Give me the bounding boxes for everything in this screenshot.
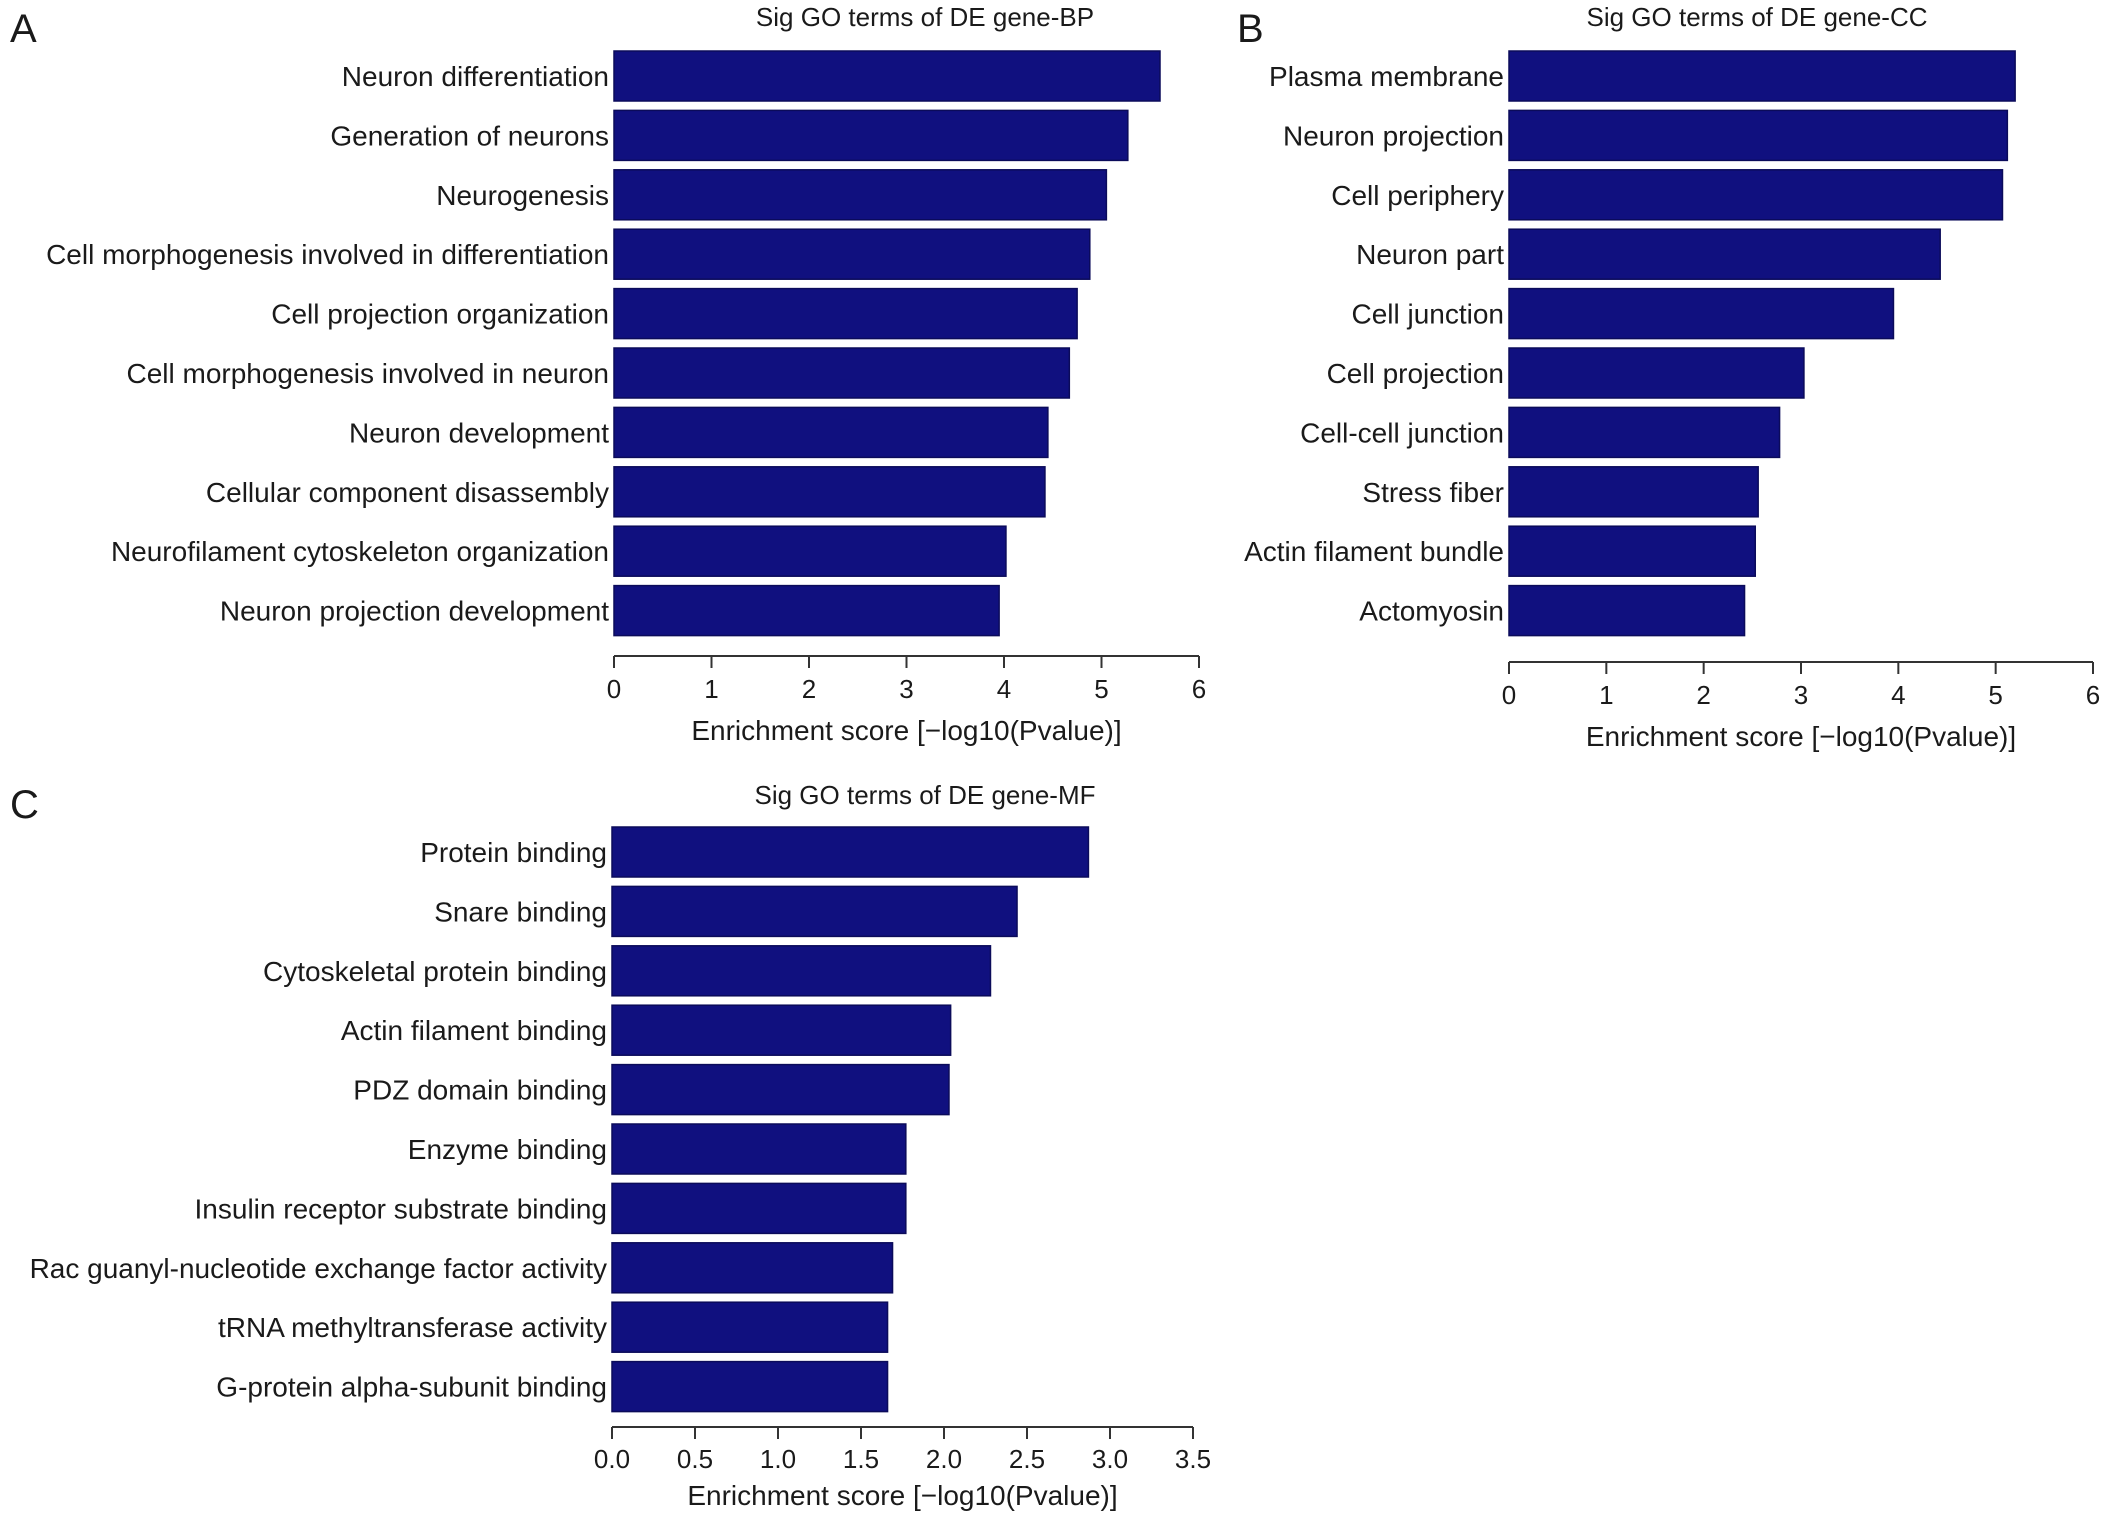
- category-label: Cell periphery: [1331, 180, 1504, 211]
- chart-title: Sig GO terms of DE gene-MF: [755, 780, 1096, 810]
- bar-9: [1508, 525, 1757, 577]
- category-label: G-protein alpha-subunit binding: [216, 1372, 607, 1403]
- category-label: Cell junction: [1351, 299, 1504, 330]
- x-tick-label: 3.5: [1175, 1444, 1211, 1474]
- category-label: Cell projection: [1327, 358, 1504, 389]
- category-label: Cytoskeletal protein binding: [263, 956, 607, 987]
- category-label: Snare binding: [434, 896, 607, 927]
- category-label: tRNA methyltransferase activity: [218, 1312, 607, 1343]
- bar-3: [613, 169, 1108, 221]
- category-label: Protein binding: [420, 837, 607, 868]
- category-label: Neuron part: [1356, 239, 1504, 270]
- category-label: Cellular component disassembly: [206, 477, 609, 508]
- x-tick-label: 3.0: [1092, 1444, 1128, 1474]
- category-label: Cell morphogenesis involved in different…: [46, 239, 609, 270]
- x-axis-title: Enrichment score [−log10(Pvalue)]: [1586, 721, 2016, 752]
- bar-10: [613, 584, 1000, 637]
- x-axis-title: Enrichment score [−log10(Pvalue)]: [687, 1480, 1117, 1511]
- bar-3: [1508, 169, 2004, 221]
- bar-10: [611, 1360, 889, 1413]
- category-label: Cell morphogenesis involved in neuron: [126, 358, 609, 389]
- bar-5: [1508, 287, 1895, 340]
- x-tick-label: 4: [1891, 680, 1905, 710]
- x-tick-label: 3: [899, 674, 913, 704]
- x-tick-label: 2.0: [926, 1444, 962, 1474]
- bar-2: [613, 109, 1129, 162]
- bar-7: [1508, 406, 1781, 459]
- x-tick-label: 2: [802, 674, 816, 704]
- x-tick-label: 1.5: [843, 1444, 879, 1474]
- x-tick-label: 0: [607, 674, 621, 704]
- category-label: Cell-cell junction: [1300, 417, 1504, 448]
- x-tick-label: 5: [1988, 680, 2002, 710]
- bar-7: [611, 1182, 907, 1235]
- category-label: Rac guanyl-nucleotide exchange factor ac…: [30, 1253, 607, 1284]
- bar-1: [1508, 50, 2016, 102]
- x-tick-label: 6: [2086, 680, 2100, 710]
- bar-2: [1508, 109, 2009, 162]
- x-tick-label: 5: [1094, 674, 1108, 704]
- category-label: Generation of neurons: [330, 120, 609, 151]
- category-label: PDZ domain binding: [353, 1075, 607, 1106]
- panel-label: C: [10, 783, 39, 827]
- bar-8: [613, 466, 1046, 518]
- category-label: Insulin receptor substrate binding: [195, 1193, 607, 1224]
- x-tick-label: 4: [997, 674, 1011, 704]
- bar-4: [611, 1004, 952, 1056]
- bar-5: [613, 287, 1078, 340]
- bar-8: [1508, 466, 1759, 518]
- x-tick-label: 1: [1599, 680, 1613, 710]
- category-label: Stress fiber: [1362, 477, 1504, 508]
- category-label: Cell projection organization: [271, 299, 609, 330]
- x-tick-label: 2: [1696, 680, 1710, 710]
- category-label: Actomyosin: [1359, 596, 1504, 627]
- bar-10: [1508, 584, 1746, 637]
- category-label: Neurofilament cytoskeleton organization: [111, 536, 609, 567]
- x-tick-label: 2.5: [1009, 1444, 1045, 1474]
- panel-label: A: [10, 7, 37, 51]
- category-label: Neuron projection: [1283, 120, 1504, 151]
- bar-4: [1508, 228, 1941, 280]
- bar-9: [613, 525, 1007, 577]
- bar-6: [613, 347, 1071, 399]
- category-label: Neuron differentiation: [342, 61, 609, 92]
- bar-4: [613, 228, 1091, 280]
- bar-8: [611, 1242, 894, 1294]
- x-tick-label: 0.5: [677, 1444, 713, 1474]
- category-label: Neuron development: [349, 417, 609, 448]
- x-axis-title: Enrichment score [−log10(Pvalue)]: [691, 715, 1121, 746]
- bar-6: [1508, 347, 1805, 399]
- x-tick-label: 1: [704, 674, 718, 704]
- x-tick-label: 0.0: [594, 1444, 630, 1474]
- category-label: Neurogenesis: [436, 180, 609, 211]
- x-tick-label: 3: [1794, 680, 1808, 710]
- bar-9: [611, 1301, 889, 1353]
- bar-1: [611, 826, 1090, 878]
- category-label: Actin filament bundle: [1244, 536, 1504, 567]
- x-tick-label: 0: [1502, 680, 1516, 710]
- x-tick-label: 6: [1192, 674, 1206, 704]
- panel-label: B: [1237, 7, 1264, 51]
- chart-title: Sig GO terms of DE gene-BP: [756, 2, 1094, 32]
- bar-7: [613, 406, 1049, 459]
- chart-title: Sig GO terms of DE gene-CC: [1587, 2, 1928, 32]
- category-label: Enzyme binding: [408, 1134, 607, 1165]
- bar-2: [611, 885, 1018, 938]
- category-label: Actin filament binding: [341, 1015, 607, 1046]
- bar-6: [611, 1123, 907, 1175]
- category-label: Neuron projection development: [220, 596, 609, 627]
- category-label: Plasma membrane: [1269, 61, 1504, 92]
- bar-1: [613, 50, 1161, 102]
- bar-3: [611, 945, 992, 997]
- bar-5: [611, 1063, 950, 1116]
- x-tick-label: 1.0: [760, 1444, 796, 1474]
